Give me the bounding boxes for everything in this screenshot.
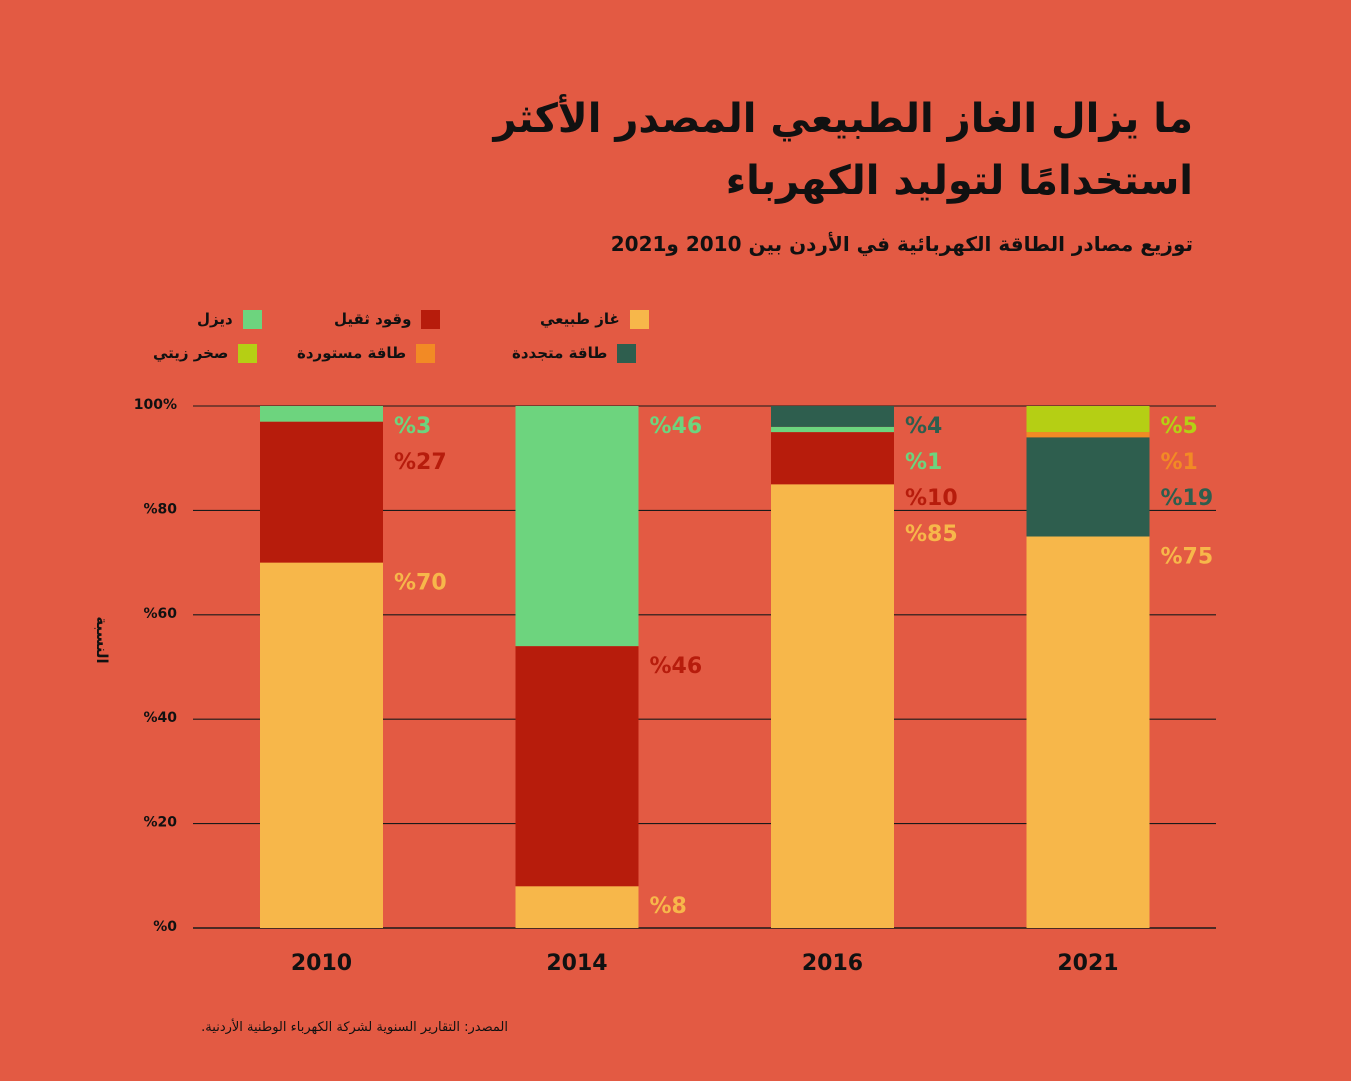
legend-swatch-diesel <box>242 309 262 329</box>
bar-segment <box>260 421 383 563</box>
data-label: %8 <box>650 894 687 919</box>
legend-swatch-renewable <box>617 343 637 363</box>
legend-swatch-oil-shale <box>238 343 258 363</box>
data-label: %10 <box>905 486 958 511</box>
chart-subtitle: توزيع مصادر الطاقة الكهربائية في الأردن … <box>610 232 1193 256</box>
data-label: %1 <box>1161 450 1198 475</box>
y-tick-label: %0 <box>153 919 177 935</box>
y-tick-label: %20 <box>143 815 177 831</box>
bar-segment <box>771 406 894 427</box>
data-label: %4 <box>905 414 942 439</box>
legend-label-heavy-fuel: وقود ثقيل <box>334 310 412 328</box>
legend-swatch-natural-gas <box>629 309 649 329</box>
chart-title-line2: استخدامًا لتوليد الكهرباء <box>725 158 1193 204</box>
legend-label-imported: طاقة مستوردة <box>297 344 407 362</box>
bar-segment <box>260 562 383 928</box>
data-label: %27 <box>394 450 447 475</box>
legend-item-natural-gas: غاز طبيعي <box>540 308 649 330</box>
bar-segment <box>1026 432 1150 438</box>
legend-swatch-heavy-fuel <box>421 309 441 329</box>
y-tick-label: %60 <box>143 606 177 622</box>
data-label: %75 <box>1161 545 1214 570</box>
y-tick-label: %40 <box>143 710 177 726</box>
data-label: %70 <box>394 571 447 596</box>
bar-segment <box>771 432 894 485</box>
legend-label-oil-shale: صخر زيتي <box>153 344 229 362</box>
source-note: المصدر: التقارير السنوية لشركة الكهرباء … <box>201 1020 508 1035</box>
data-label: %85 <box>905 522 958 547</box>
legend-item-heavy-fuel: وقود ثقيل <box>334 308 441 330</box>
legend-item-renewable: طاقة متجددة <box>512 342 637 364</box>
legend-label-renewable: طاقة متجددة <box>512 344 608 362</box>
bar-segment <box>515 646 639 887</box>
bar-stack-2010 <box>260 406 383 928</box>
legend-label-diesel: ديزل <box>197 310 233 328</box>
x-tick-label: 2016 <box>802 951 863 976</box>
bar-segment <box>515 886 639 928</box>
bar-stack-2014 <box>515 406 639 928</box>
data-label: %1 <box>905 450 942 475</box>
y-tick-label: %80 <box>143 501 177 517</box>
x-tick-label: 2021 <box>1057 951 1118 976</box>
data-label: %5 <box>1161 414 1198 439</box>
data-label: %46 <box>650 654 703 679</box>
chart-title-line1: ما يزال الغاز الطبيعي المصدر الأكثر <box>493 96 1193 142</box>
bar-segment <box>515 406 639 647</box>
bar-segment <box>771 484 894 928</box>
legend-item-diesel: ديزل <box>197 308 262 330</box>
chart-title: ما يزال الغاز الطبيعي المصدر الأكثر استخ… <box>293 88 1193 212</box>
legend-item-oil-shale: صخر زيتي <box>153 342 258 364</box>
x-tick-label: 2014 <box>546 951 607 976</box>
y-axis-label: النسبة <box>93 616 111 663</box>
bar-segment <box>1026 437 1150 537</box>
legend-swatch-imported <box>416 343 436 363</box>
bar-stack-2021 <box>1026 406 1150 928</box>
bar-segment <box>1026 406 1150 433</box>
legend-item-imported: طاقة مستوردة <box>297 342 436 364</box>
bar-segment <box>260 406 383 422</box>
legend-label-natural-gas: غاز طبيعي <box>540 310 620 328</box>
data-label: %46 <box>650 414 703 439</box>
bar-stack-2016 <box>771 406 894 928</box>
bar-segment <box>771 426 894 433</box>
x-tick-label: 2010 <box>291 951 352 976</box>
data-label: %3 <box>394 414 431 439</box>
bar-segment <box>1026 536 1150 928</box>
data-label: %19 <box>1161 486 1214 511</box>
y-tick-label: 100% <box>134 397 177 413</box>
